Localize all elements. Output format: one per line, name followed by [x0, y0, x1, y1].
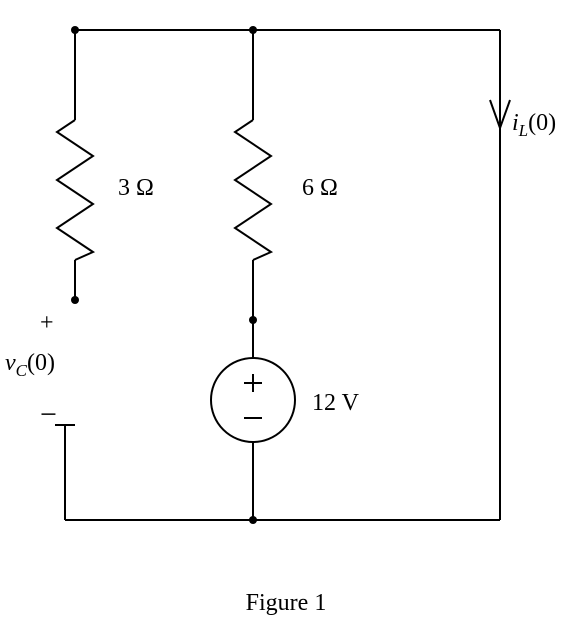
cap-voltage-label: vC(0) [5, 350, 55, 381]
cap-plus-sign: + [40, 310, 54, 337]
node-cap-plus [71, 296, 79, 304]
resistor-6ohm-label: 6 Ω [302, 175, 338, 202]
circuit-svg [0, 0, 572, 624]
cap-minus-sign: − [40, 398, 57, 432]
circuit-diagram: 3 Ω 6 Ω 12 V + vC(0) − iL(0) Figure 1 [0, 0, 572, 624]
node-top-left [71, 26, 79, 34]
figure-caption: Figure 1 [0, 590, 572, 617]
resistor-6ohm [235, 120, 271, 260]
resistor-3ohm [57, 120, 93, 260]
node-bottom-mid [249, 516, 257, 524]
voltage-source [211, 358, 295, 442]
inductor-current-label: iL(0) [512, 110, 556, 141]
resistor-3ohm-label: 3 Ω [118, 175, 154, 202]
voltage-source-label: 12 V [312, 390, 359, 417]
node-mid-join [249, 316, 257, 324]
node-top-mid [249, 26, 257, 34]
